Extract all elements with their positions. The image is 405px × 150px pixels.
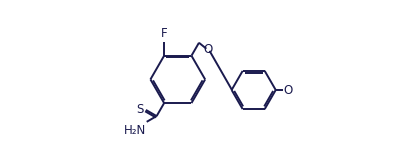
Text: F: F [161, 27, 167, 40]
Text: O: O [203, 43, 212, 56]
Text: O: O [284, 84, 293, 96]
Text: S: S [136, 103, 144, 116]
Text: H₂N: H₂N [124, 124, 146, 137]
